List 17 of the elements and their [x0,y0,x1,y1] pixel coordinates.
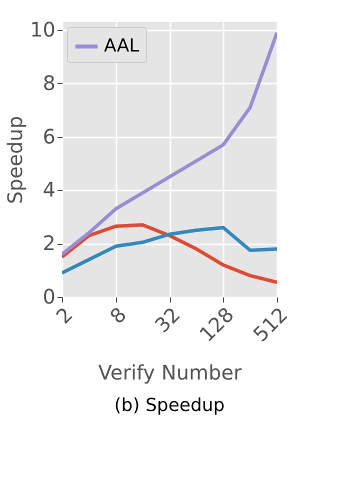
y-tick-label: 0 [42,284,56,308]
y-tick-label: 8 [42,70,56,95]
y-tick-label: 4 [42,178,56,202]
x-tick-label: 32 [150,302,185,338]
line-series [62,226,277,275]
y-axis-title: Speedup [3,116,28,204]
text: (b) Speedup [114,395,225,416]
x-tick-label: 128 [194,302,239,346]
line-series [62,223,277,284]
x-tick-label: 8 [105,302,132,328]
y-tick-label: 2 [42,231,56,256]
y-tick-label: 10 [30,18,56,42]
y-tick-label: 6 [42,124,56,148]
x-axis-title: Verify Number [98,360,242,385]
legend-label: AAL [104,36,140,56]
x-tick-label: 512 [248,302,292,346]
line-series [62,30,277,256]
